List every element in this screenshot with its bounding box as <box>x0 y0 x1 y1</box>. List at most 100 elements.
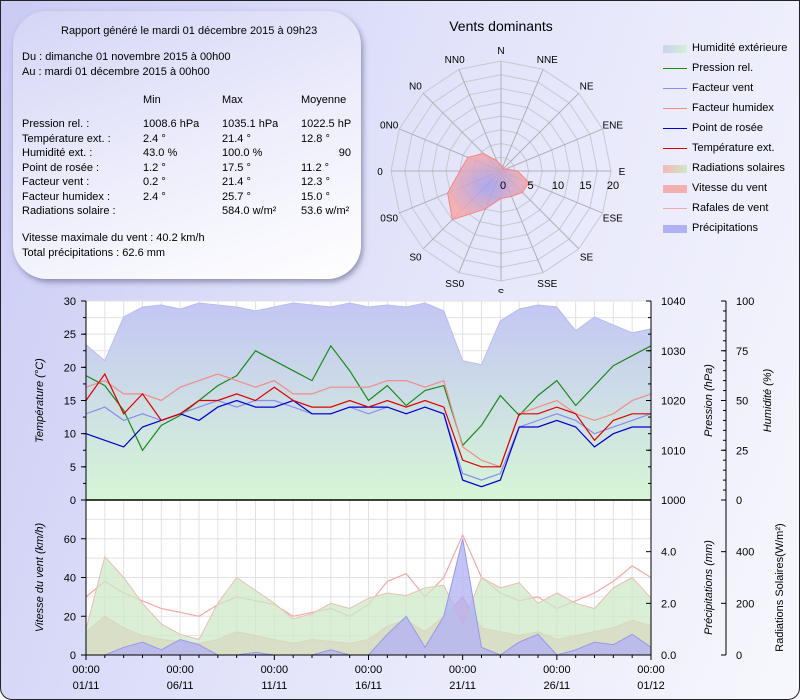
row-max: 1035.1 hPa <box>222 118 279 130</box>
row-min: 1.2 ° <box>143 161 166 174</box>
wind-rose-chart: Vents dominants N NNE NE ENE E ESE SE SSE S SS0 S0 0… <box>377 18 625 293</box>
header-max: Max <box>222 94 243 106</box>
radar-area <box>447 152 530 221</box>
legend-label: Point de rosée <box>692 122 763 134</box>
y-tick-label: 75 <box>736 346 748 358</box>
row-label: Point de rosée : <box>22 161 100 174</box>
legend-label: Vitesse du vent <box>692 182 768 194</box>
legend-item[interactable]: Rafales de vent <box>661 201 799 217</box>
x-tick-time: 00:00 <box>166 664 194 676</box>
row-max: 21.4 ° <box>222 176 251 188</box>
y-tick-label: 20 <box>64 611 76 623</box>
y-tick-label: 2.0 <box>661 598 676 610</box>
y-tick-label: 1000 <box>661 495 685 507</box>
row-label: Température ext. : <box>22 132 111 145</box>
legend-item[interactable]: Radiations solaires <box>661 161 799 177</box>
y-tick-label: 1020 <box>661 396 685 408</box>
y-tick-label: 0.0 <box>661 650 676 662</box>
x-tick-date: 11/11 <box>261 680 287 692</box>
row-min: 1008.6 hPa <box>143 118 200 130</box>
radar-direction-label: SSE <box>537 279 557 290</box>
legend-label: Rafales de vent <box>692 202 769 214</box>
radar-direction-label: S <box>498 288 505 293</box>
radar-direction-label: S0 <box>409 253 422 264</box>
radar-spoke <box>458 69 502 172</box>
y-tick-label: 25 <box>736 445 748 457</box>
x-tick-date: 01/11 <box>73 680 100 692</box>
legend-item[interactable]: Précipitations <box>661 221 799 237</box>
row-min: 2.4 ° <box>143 132 166 145</box>
legend-label: Facteur humidex <box>692 102 774 114</box>
series-facteur-humidex <box>85 373 652 468</box>
x-tick-time: 00:00 <box>637 664 665 676</box>
row-max: 21.4 ° <box>222 132 251 145</box>
radar-direction-label: NN0 <box>445 55 465 66</box>
radar-spoke <box>500 128 603 172</box>
radar-direction-label: 0S0 <box>380 213 398 224</box>
legend-label: Pression rel. <box>692 62 754 74</box>
header-min: Min <box>143 94 161 106</box>
y-tick-label: 40 <box>64 573 76 585</box>
legend-swatch-line <box>663 208 687 209</box>
y-tick-label: 25 <box>64 329 76 341</box>
legend-swatch-line <box>663 88 687 89</box>
y-tick-label: 10 <box>64 429 76 441</box>
legend-swatch-box <box>663 225 687 233</box>
series-temp-rature-ext- <box>85 372 651 468</box>
period-from: Du : dimanche 01 novembre 2015 à 00h00 <box>22 51 231 63</box>
y-axis-label-wind: Vitesse du vent (km/h) <box>34 523 46 633</box>
row-avg: 11.2 ° <box>301 161 330 174</box>
legend-label: Humidité extérieure <box>692 42 788 54</box>
legend-item[interactable]: Température ext. <box>661 141 799 157</box>
y-axis-label-temperature: Température (°C) <box>34 358 46 443</box>
row-avg: 12.8 ° <box>301 132 330 145</box>
radar-tick-label: 15 <box>579 180 591 192</box>
radar-direction-label: N0 <box>409 81 422 92</box>
legend-item[interactable]: Humidité extérieure <box>661 41 799 57</box>
radar-direction-label: ESE <box>603 213 623 224</box>
row-label: Facteur vent : <box>22 176 90 188</box>
y-axis-label-pressure: Pression (hPa) <box>703 364 715 437</box>
y-tick-label: 20 <box>64 362 76 374</box>
y-tick-label: 4.0 <box>661 547 676 559</box>
y-axis-label-humidity: Humidité (%) <box>762 368 774 432</box>
y-tick-label: 50 <box>736 396 748 408</box>
legend-item[interactable]: Pression rel. <box>661 61 799 77</box>
summary-panel: Rapport généré le mardi 01 décembre 2015… <box>13 11 361 279</box>
radar-direction-label: SE <box>580 253 594 264</box>
x-tick-date: 16/11 <box>355 680 382 692</box>
y-tick-label: 0 <box>736 650 742 662</box>
row-max: 25.7 ° <box>222 190 251 203</box>
row-avg: 1022.5 hPa <box>301 118 351 130</box>
row-max: 100.0 % <box>222 147 263 159</box>
x-tick-time: 00:00 <box>72 664 100 676</box>
legend-item[interactable]: Facteur vent <box>661 81 799 97</box>
y-tick-label: 30 <box>64 296 76 308</box>
y-axis-label-solar: Radiations Solaires(W/m²) <box>774 523 786 651</box>
x-tick-time: 00:00 <box>261 664 289 676</box>
legend-label: Radiations solaires <box>692 162 785 174</box>
report-generated: Rapport généré le mardi 01 décembre 2015… <box>61 25 318 37</box>
time-series-charts: 00:00 01/11 00:00 06/11 00:00 11/11 00:00 16/11… <box>34 296 786 692</box>
legend-swatch-box <box>663 45 687 53</box>
row-max: 584.0 w/m² <box>222 205 277 217</box>
legend-swatch-line <box>663 128 687 129</box>
radar-tick-label: 10 <box>552 180 564 192</box>
row-label: Facteur humidex : <box>22 190 111 203</box>
radar-direction-label: ENE <box>603 121 624 132</box>
radar-direction-label: NE <box>580 81 594 92</box>
radar-title: Vents dominants <box>449 18 553 34</box>
radar-direction-label: 0 <box>377 167 383 178</box>
radar-tick-label: 5 <box>527 180 533 192</box>
y-tick-label: 200 <box>736 598 754 610</box>
legend-label: Température ext. <box>692 142 775 154</box>
x-tick-time: 00:00 <box>355 664 383 676</box>
row-avg: 53.6 w/m² <box>301 205 350 217</box>
legend-item[interactable]: Vitesse du vent <box>661 181 799 197</box>
row-min: 2.4 ° <box>143 190 166 203</box>
x-tick-date: 21/11 <box>449 680 476 692</box>
legend-swatch-box <box>663 165 687 173</box>
legend-item[interactable]: Facteur humidex <box>661 101 799 117</box>
legend-item[interactable]: Point de rosée <box>661 121 799 137</box>
